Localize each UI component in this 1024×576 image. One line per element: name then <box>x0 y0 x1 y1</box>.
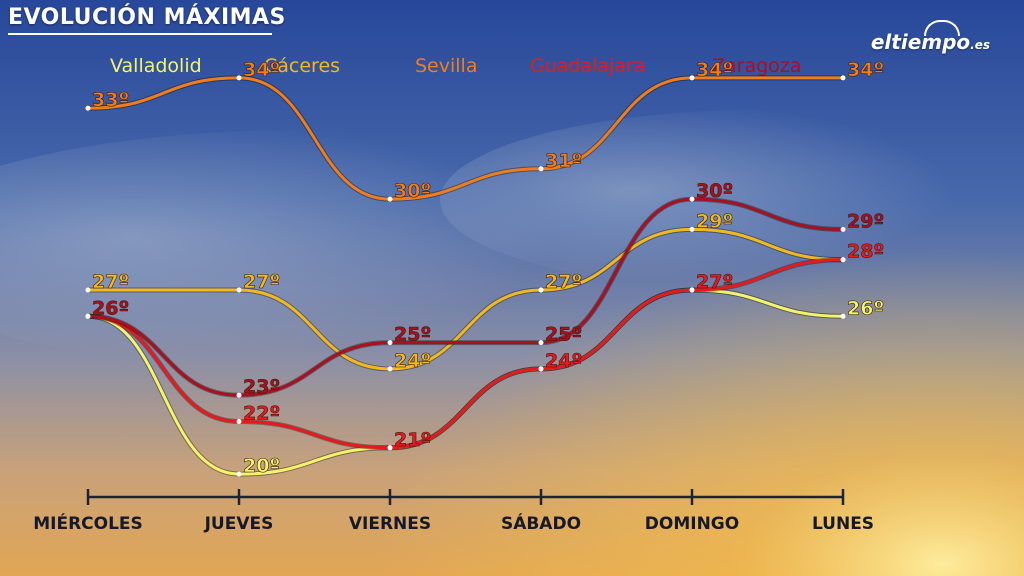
series-line-shadow-caceres <box>88 226 844 372</box>
legend-item-valladolid: Valladolid <box>110 55 202 77</box>
data-point-guadalajara <box>387 445 393 451</box>
series-line-valladolid <box>87 288 844 476</box>
data-label-guadalajara: 21º <box>394 429 431 451</box>
data-point-guadalajara <box>236 419 242 424</box>
data-point-guadalajara <box>840 257 846 263</box>
data-label-zaragoza: 30º <box>696 180 733 202</box>
data-point-zaragoza <box>85 313 91 319</box>
data-label-guadalajara: 24º <box>545 350 582 372</box>
data-label-caceres: 27º <box>92 271 129 293</box>
series-line-caceres <box>88 227 844 371</box>
data-point-guadalajara <box>689 287 695 293</box>
legend-item-zaragoza: Zaragoza <box>712 55 802 77</box>
x-tick-label: JUEVES <box>204 514 274 534</box>
data-label-valladolid: 26º <box>847 297 884 319</box>
series-line-zaragoza <box>87 197 844 397</box>
data-point-zaragoza <box>689 196 695 202</box>
data-label-zaragoza: 29º <box>847 210 884 232</box>
data-point-sevilla <box>85 105 91 111</box>
data-point-sevilla <box>236 75 242 81</box>
data-point-valladolid <box>840 313 846 319</box>
data-label-sevilla: 34º <box>847 59 884 81</box>
data-label-caceres: 27º <box>243 271 280 293</box>
x-tick-label: LUNES <box>812 514 874 534</box>
data-label-guadalajara: 27º <box>696 271 733 293</box>
x-tick-label: MIÉRCOLES <box>33 512 143 534</box>
data-point-caceres <box>538 287 544 293</box>
data-label-sevilla: 33º <box>92 89 129 111</box>
data-label-caceres: 24º <box>394 350 431 372</box>
data-label-guadalajara: 22º <box>243 403 280 425</box>
data-point-sevilla <box>840 75 846 81</box>
data-point-guadalajara <box>538 366 544 372</box>
logo-text: eltiempo <box>870 30 971 54</box>
data-point-caceres <box>85 287 91 293</box>
data-label-zaragoza: 26º <box>92 297 129 319</box>
data-label-caceres: 27º <box>545 271 582 293</box>
data-point-zaragoza <box>387 340 393 346</box>
data-point-zaragoza <box>538 340 544 346</box>
data-label-sevilla: 31º <box>545 150 582 172</box>
chart-title: EVOLUCIÓN MÁXIMAS <box>8 5 286 30</box>
legend-item-sevilla: Sevilla <box>415 55 478 77</box>
data-point-zaragoza <box>236 392 242 398</box>
data-point-zaragoza <box>840 226 846 232</box>
data-label-sevilla: 34º <box>243 59 280 81</box>
data-point-sevilla <box>689 75 695 81</box>
data-point-sevilla <box>538 166 544 172</box>
legend-item-caceres: Cáceres <box>264 55 341 77</box>
x-tick-label: VIERNES <box>349 514 431 534</box>
data-label-zaragoza: 23º <box>243 376 280 398</box>
data-point-caceres <box>387 366 393 372</box>
data-point-valladolid <box>236 471 242 477</box>
logo-suffix: .es <box>970 38 990 52</box>
data-label-caceres: 29º <box>696 210 733 232</box>
x-tick-label: SÁBADO <box>501 512 581 534</box>
data-label-sevilla: 34º <box>696 59 733 81</box>
data-point-sevilla <box>387 196 393 202</box>
data-point-caceres <box>689 226 695 232</box>
data-label-zaragoza: 25º <box>545 324 582 346</box>
brand-logo: eltiempo.es <box>871 30 990 54</box>
title-underline <box>8 33 272 35</box>
data-point-caceres <box>236 287 242 293</box>
data-label-zaragoza: 25º <box>394 324 431 346</box>
data-label-valladolid: 20º <box>243 455 280 477</box>
data-label-sevilla: 30º <box>394 180 431 202</box>
x-tick-label: DOMINGO <box>645 514 739 534</box>
data-label-guadalajara: 28º <box>847 241 884 263</box>
series-line-shadow-valladolid <box>87 287 844 477</box>
series-line-guadalajara <box>87 258 844 450</box>
legend-item-guadalajara: Guadalajara <box>530 55 646 77</box>
legend: Valladolid Cáceres Sevilla Guadalajara Z… <box>0 55 1024 81</box>
